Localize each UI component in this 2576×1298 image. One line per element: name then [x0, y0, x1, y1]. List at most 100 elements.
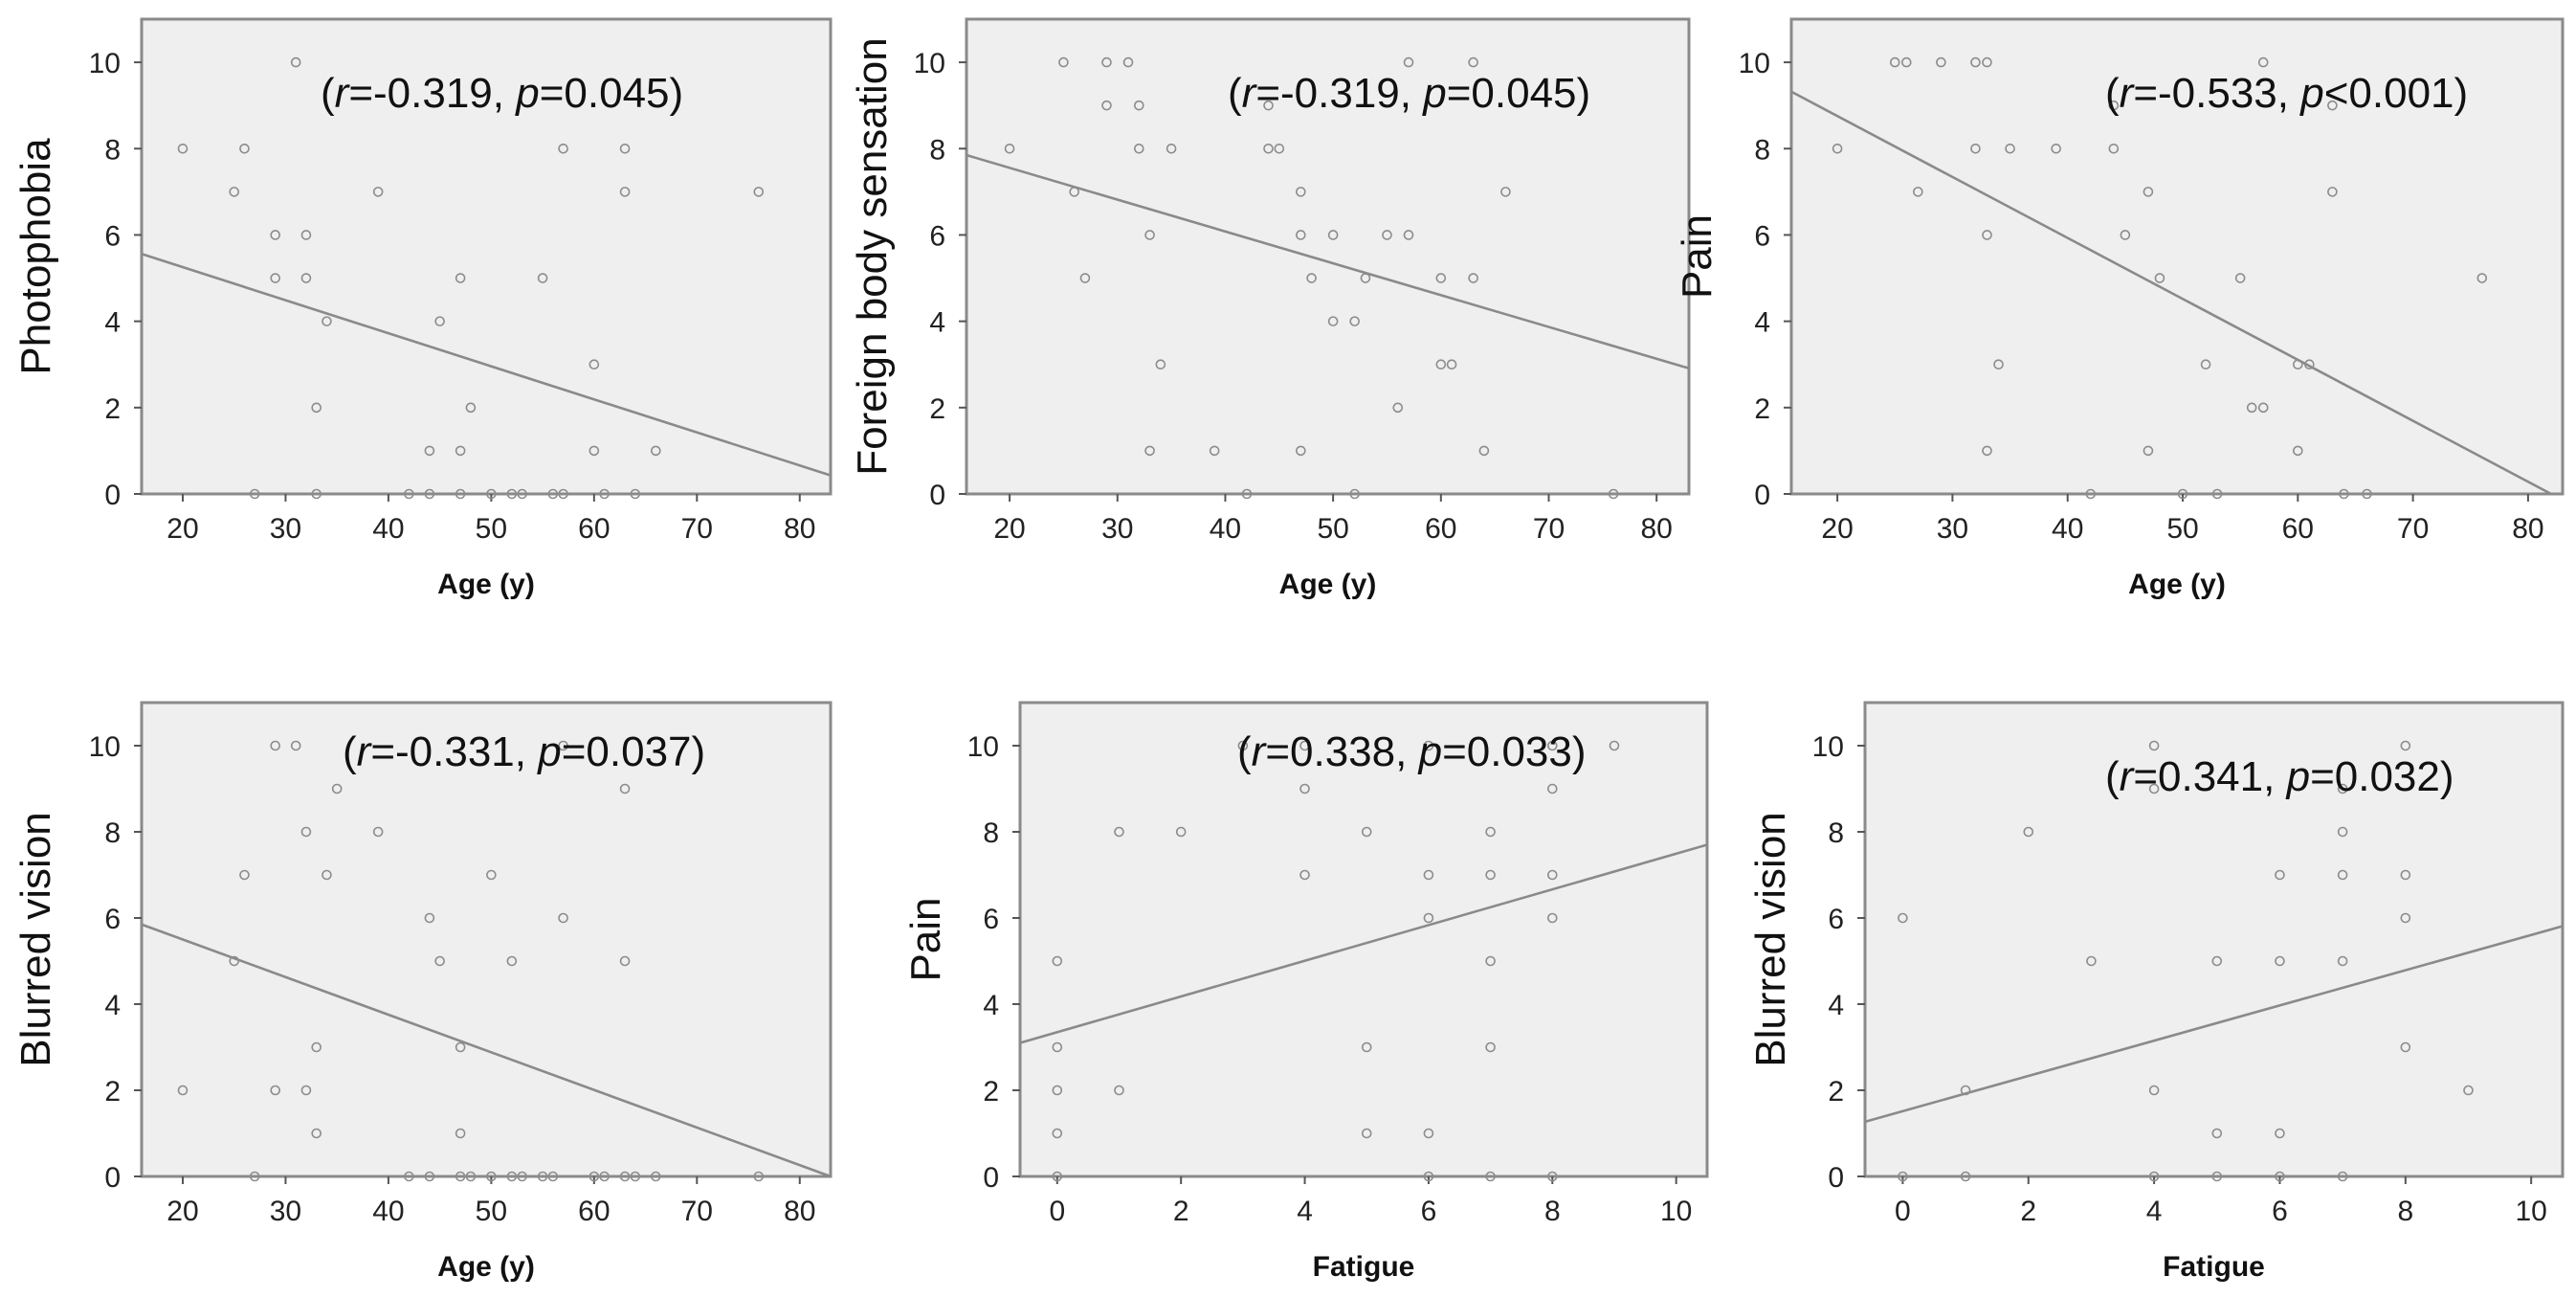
y-tick-label: 2: [1828, 1076, 1844, 1108]
data-point: [1485, 1171, 1496, 1182]
data-point: [2463, 1085, 2474, 1096]
data-point: [1052, 1041, 1063, 1053]
x-tick-label: 20: [1821, 513, 1853, 545]
data-point: [619, 783, 631, 794]
data-point: [1299, 740, 1310, 751]
y-tick-label: 2: [104, 1076, 121, 1108]
x-tick-label: 6: [1421, 1196, 1437, 1227]
data-point: [1052, 1171, 1063, 1182]
data-point: [2148, 1171, 2160, 1182]
y-tick-label: 2: [929, 393, 945, 425]
y-tick-label: 4: [1754, 307, 1770, 339]
plot-area: [1018, 701, 1709, 1178]
x-tick-label: 40: [372, 1196, 404, 1227]
data-point: [486, 869, 497, 881]
x-tick-label: 50: [476, 1196, 507, 1227]
x-tick-label: 4: [1297, 1196, 1313, 1227]
regression-line: [1019, 843, 1708, 1044]
data-point: [1403, 230, 1414, 240]
data-point: [1485, 955, 1496, 967]
x-tick-label: 50: [1317, 513, 1348, 545]
y-tick-label: 8: [1754, 134, 1770, 166]
plot-area: [140, 701, 833, 1178]
data-point: [2108, 100, 2120, 111]
data-point: [424, 445, 435, 457]
x-tick-label: 2: [2020, 1196, 2036, 1227]
data-point: [2275, 1171, 2285, 1182]
scatter-panel-2: 20 30 40 50 60 70 80 0 2 4 6 8 10 Age (y) Foreign body…: [849, 17, 1691, 600]
y-tick-label: 4: [1828, 990, 1844, 1021]
y-axis-label: Foreign body sensation: [849, 37, 896, 475]
data-point: [177, 143, 189, 154]
data-point: [2177, 488, 2188, 500]
data-point: [2337, 1171, 2348, 1182]
data-point: [2293, 359, 2303, 370]
y-tick-label: 0: [104, 1162, 121, 1194]
data-point: [558, 488, 568, 500]
data-point: [300, 273, 312, 283]
data-point: [1993, 359, 2004, 370]
x-tick-label: 8: [2397, 1196, 2413, 1227]
data-point: [1299, 869, 1310, 881]
x-tick-label: 80: [784, 1196, 815, 1227]
data-point: [506, 488, 518, 500]
x-axis-label: Fatigue: [1313, 1251, 1415, 1283]
data-point: [2400, 869, 2411, 881]
y-tick-label: 6: [929, 220, 945, 252]
data-point: [1327, 316, 1339, 326]
x-tick-label: 30: [270, 1196, 301, 1227]
y-tick-label: 6: [1754, 220, 1770, 252]
x-tick-label: 2: [1173, 1196, 1189, 1227]
data-point: [1435, 359, 1447, 370]
y-tick-label: 0: [983, 1162, 999, 1194]
data-point: [630, 488, 641, 500]
y-tick-label: 4: [983, 990, 999, 1021]
x-tick-label: 20: [993, 513, 1025, 545]
data-point: [2362, 488, 2372, 500]
x-tick-label: 80: [1641, 513, 1673, 545]
data-point: [2337, 869, 2348, 881]
data-point: [1241, 488, 1253, 500]
data-point: [2211, 1128, 2223, 1139]
data-point: [1114, 1085, 1124, 1096]
x-tick-label: 8: [1544, 1196, 1561, 1227]
y-axis-label: Photophobia: [12, 138, 59, 375]
regression-line: [141, 923, 832, 1178]
data-point: [2108, 143, 2120, 154]
x-axis-label: Age (y): [2128, 569, 2226, 600]
x-tick-label: 80: [784, 513, 815, 545]
data-point: [1982, 56, 1992, 68]
x-tick-label: 60: [578, 1196, 610, 1227]
y-tick-label: 10: [967, 731, 999, 763]
plot-area: [140, 17, 833, 496]
data-point: [537, 1171, 548, 1182]
data-point: [1306, 273, 1317, 283]
y-tick-label: 10: [1812, 731, 1844, 763]
data-point: [455, 1128, 466, 1139]
data-point: [1403, 56, 1414, 68]
data-point: [1263, 143, 1274, 154]
data-point: [1058, 56, 1069, 68]
data-point: [1133, 100, 1144, 111]
data-point: [619, 955, 631, 967]
data-point: [558, 143, 568, 154]
data-point: [588, 359, 600, 370]
y-axis-label: Blurred vision: [1747, 812, 1794, 1067]
data-point: [372, 826, 384, 838]
data-point: [300, 826, 312, 838]
data-point: [1144, 230, 1155, 240]
data-point: [1296, 445, 1306, 457]
data-point: [1175, 826, 1187, 838]
data-point: [1546, 869, 1558, 881]
data-point: [2200, 359, 2211, 370]
scatter-panel-3: 20 30 40 50 60 70 80 0 2 4 6 8 10 Age (y) Pain (r=-0.53…: [1674, 17, 2565, 600]
y-tick-label: 6: [104, 220, 121, 252]
x-tick-label: 30: [1101, 513, 1133, 545]
data-point: [1546, 1171, 1558, 1182]
data-point: [619, 1171, 631, 1182]
data-point: [1166, 143, 1177, 154]
data-point: [599, 488, 610, 500]
data-point: [331, 783, 343, 794]
data-point: [455, 1041, 466, 1053]
data-point: [2143, 187, 2154, 197]
